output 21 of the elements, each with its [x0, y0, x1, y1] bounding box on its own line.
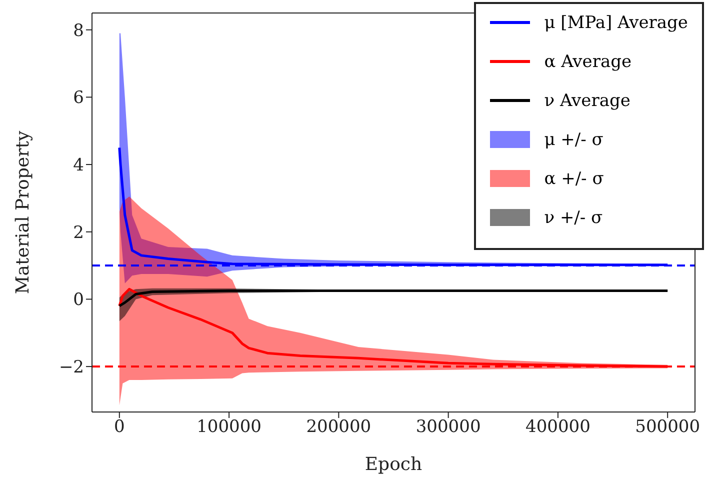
x-tick-label: 400000 — [526, 417, 590, 438]
x-axis-title: Epoch — [364, 454, 422, 475]
legend-label: μ [MPa] Average — [544, 12, 688, 32]
x-tick-label: 500000 — [635, 417, 700, 438]
x-tick-label: 200000 — [306, 417, 372, 438]
y-tick-label: 2 — [73, 222, 84, 243]
x-tick-label: 100000 — [196, 417, 262, 438]
annotation: μ +/- σ — [544, 130, 604, 150]
line-series — [118, 290, 669, 308]
y-tick-label: 8 — [73, 20, 84, 41]
y-tick-label: 6 — [73, 88, 84, 108]
y-tick-label: 4 — [73, 156, 84, 176]
y-tick-label: −2 — [58, 358, 84, 378]
annotation: α +/- σ — [544, 168, 604, 188]
x-tick-label: 0 — [114, 417, 125, 438]
x-tick-label: 300000 — [416, 417, 481, 438]
y-tick-label: 0 — [73, 290, 84, 310]
legend-label: ν Average — [544, 90, 630, 110]
legend-label: α Average — [544, 52, 632, 72]
y-axis-title: Material Property — [12, 130, 34, 294]
annotation: ν +/- σ — [544, 208, 603, 228]
